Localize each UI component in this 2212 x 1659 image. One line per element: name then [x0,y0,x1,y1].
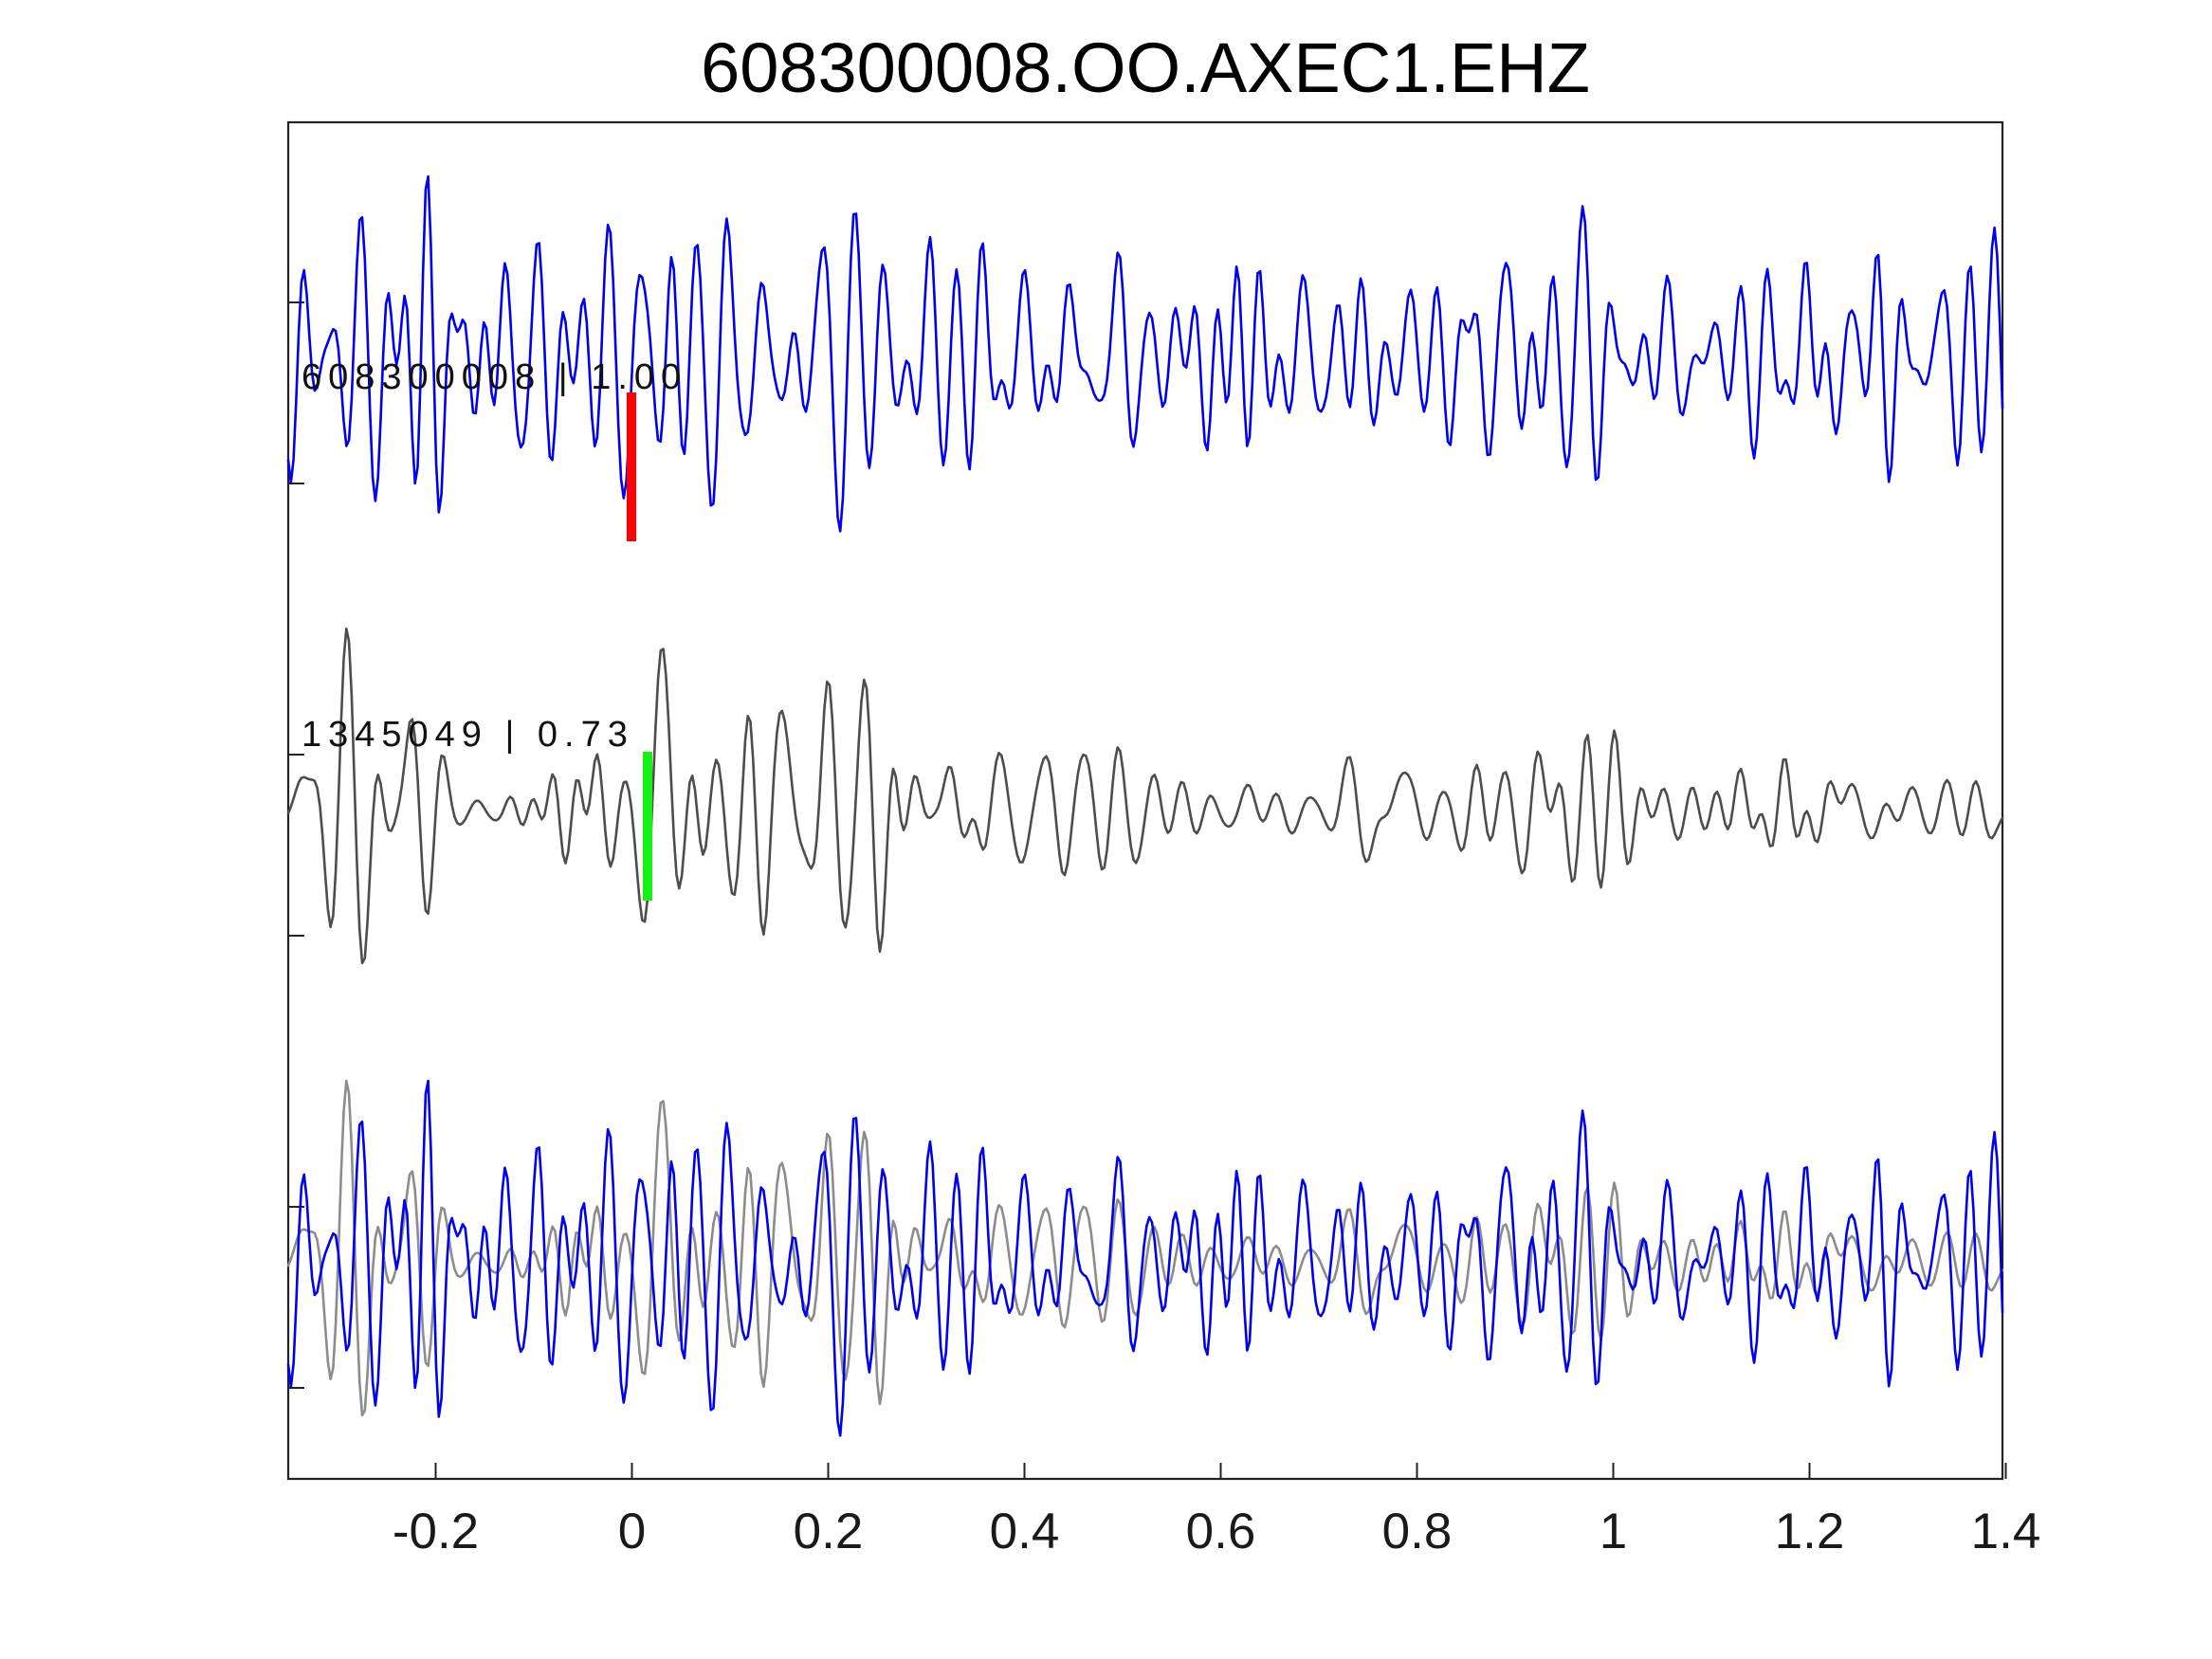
svg-text:1: 1 [1600,1504,1627,1559]
svg-text:0.6: 0.6 [1186,1504,1256,1559]
svg-text:0.8: 0.8 [1382,1504,1453,1559]
svg-text:0.4: 0.4 [990,1504,1060,1559]
svg-text:1.4: 1.4 [1971,1504,2041,1559]
svg-text:1345049 | 0.73: 1345049 | 0.73 [302,715,634,755]
svg-text:0: 0 [618,1504,646,1559]
svg-text:-0.2: -0.2 [393,1504,479,1559]
svg-text:0.2: 0.2 [794,1504,864,1559]
svg-text:1.2: 1.2 [1775,1504,1845,1559]
svg-text:608300008 | 1.00: 608300008 | 1.00 [302,357,687,397]
